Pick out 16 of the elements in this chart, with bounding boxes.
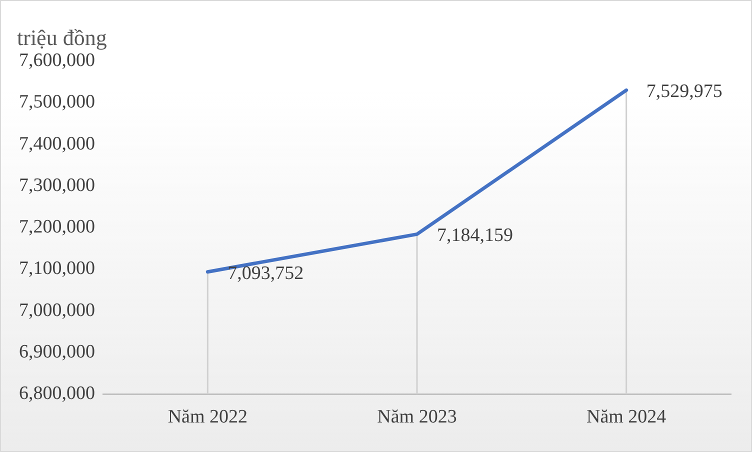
- data-label: 7,529,975: [646, 81, 722, 102]
- data-label: 7,093,752: [228, 262, 304, 284]
- x-tick-label: Năm 2024: [586, 406, 667, 428]
- y-axis-title: triệu đồng: [17, 25, 107, 51]
- y-tick-label: 7,000,000: [19, 300, 95, 321]
- x-tick-label: Năm 2023: [377, 406, 457, 428]
- y-tick-label: 7,200,000: [19, 216, 95, 238]
- data-label: 7,184,159: [437, 225, 513, 246]
- y-tick-label: 7,600,000: [19, 50, 95, 71]
- y-tick-label: 7,400,000: [19, 133, 95, 154]
- y-tick-label: 7,500,000: [19, 92, 95, 113]
- y-tick-label: 6,800,000: [19, 383, 95, 404]
- y-tick-label: 6,900,000: [19, 342, 95, 363]
- x-tick-label: Năm 2022: [168, 406, 248, 428]
- y-tick-label: 7,300,000: [19, 174, 95, 196]
- y-tick-label: 7,100,000: [19, 258, 95, 280]
